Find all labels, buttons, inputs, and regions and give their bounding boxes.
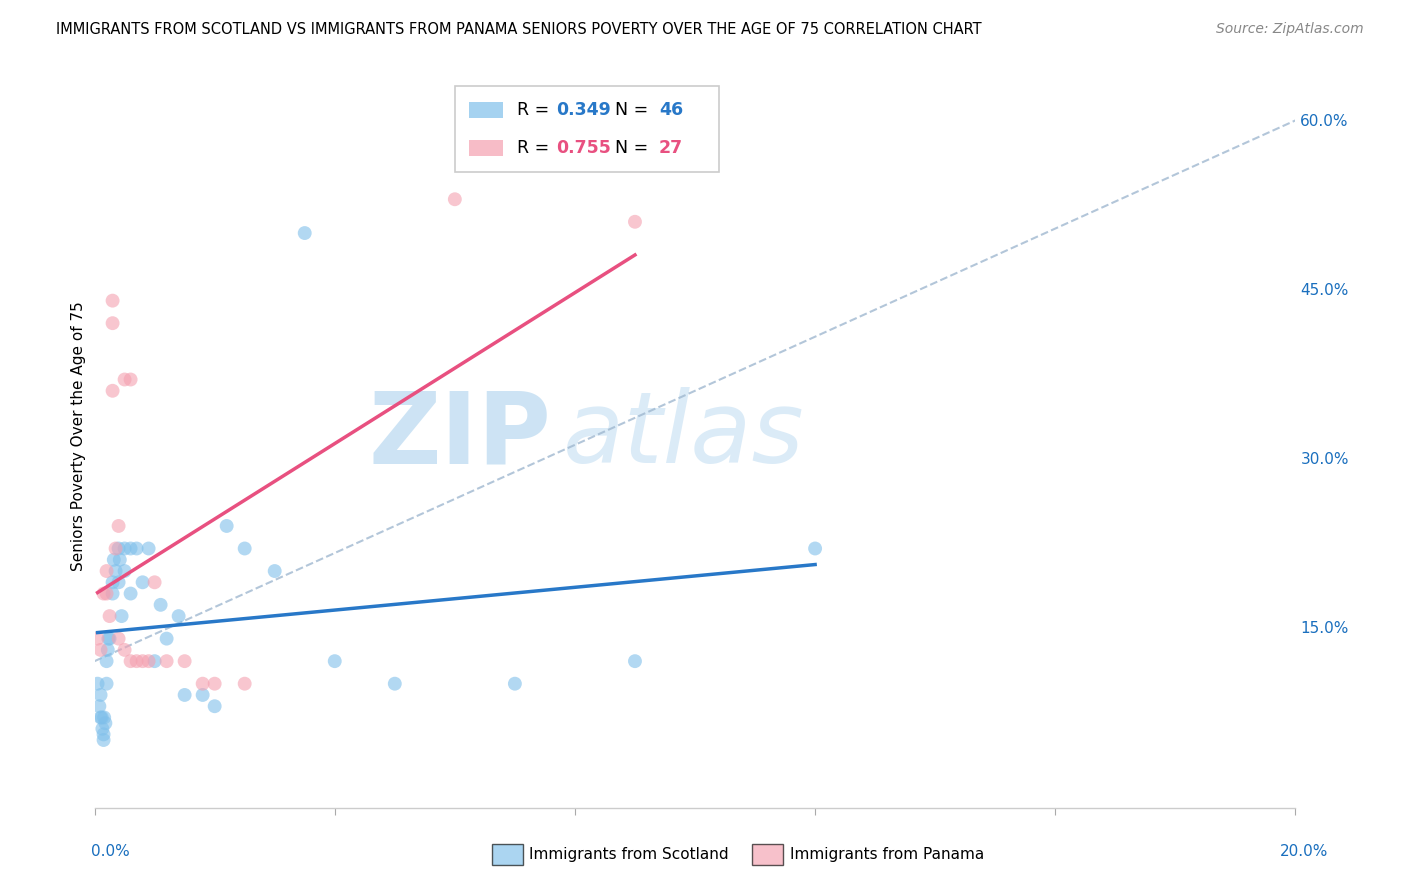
Point (120, 586, 142, 600)
Point (97, 643, 120, 657)
Point (233, 676, 256, 690)
Point (103, 553, 125, 567)
Point (114, 541, 136, 556)
Text: ZIP: ZIP (368, 387, 551, 484)
Point (173, 654, 195, 668)
Point (167, 609, 190, 624)
Text: 46: 46 (659, 102, 683, 120)
Point (97, 632, 120, 646)
Point (101, 384, 124, 398)
Point (624, 654, 647, 668)
Point (107, 575, 129, 590)
Point (91, 722, 114, 736)
Point (98, 632, 121, 646)
Point (804, 541, 827, 556)
Point (114, 564, 136, 578)
Point (107, 519, 129, 533)
Bar (470, 140, 503, 156)
Point (138, 541, 160, 556)
Point (96, 586, 118, 600)
Point (90, 710, 112, 724)
Point (143, 654, 166, 668)
Text: IMMIGRANTS FROM SCOTLAND VS IMMIGRANTS FROM PANAMA SENIORS POVERTY OVER THE AGE : IMMIGRANTS FROM SCOTLAND VS IMMIGRANTS F… (56, 22, 981, 37)
Point (93, 727, 115, 741)
Point (191, 688, 214, 702)
Point (263, 564, 285, 578)
Point (86, 676, 108, 690)
Point (90, 710, 112, 724)
Point (156, 632, 179, 646)
Point (215, 519, 238, 533)
Point (624, 215, 647, 229)
Point (131, 575, 153, 590)
Point (173, 688, 195, 702)
Point (107, 541, 129, 556)
Point (114, 372, 136, 386)
Y-axis label: Seniors Poverty Over the Age of 75: Seniors Poverty Over the Age of 75 (72, 301, 86, 571)
Bar (470, 102, 503, 119)
FancyBboxPatch shape (454, 87, 718, 172)
Point (96, 654, 118, 668)
Point (138, 654, 160, 668)
Point (120, 372, 142, 386)
Point (233, 541, 256, 556)
Point (125, 654, 148, 668)
Point (120, 541, 142, 556)
Text: N =: N = (603, 139, 654, 157)
Text: 0.0%: 0.0% (91, 845, 131, 859)
Point (131, 654, 153, 668)
Point (93, 586, 115, 600)
Text: R =: R = (517, 102, 555, 120)
Point (96, 564, 118, 578)
Point (443, 192, 465, 206)
Point (125, 541, 148, 556)
Text: 27: 27 (659, 139, 683, 157)
Point (204, 699, 226, 714)
Text: 20.0%: 20.0% (1281, 845, 1329, 859)
Point (114, 643, 136, 657)
Point (107, 632, 129, 646)
Point (86, 632, 108, 646)
Point (108, 553, 131, 567)
Text: Immigrants from Panama: Immigrants from Panama (790, 847, 984, 862)
Point (101, 586, 124, 600)
Point (143, 575, 166, 590)
Text: R =: R = (517, 139, 555, 157)
Point (93, 710, 115, 724)
Point (104, 541, 127, 556)
Point (101, 293, 124, 308)
Point (191, 676, 214, 690)
Point (96, 676, 118, 690)
Point (101, 575, 124, 590)
Point (149, 598, 172, 612)
Text: Source: ZipAtlas.com: Source: ZipAtlas.com (1216, 22, 1364, 37)
Point (101, 316, 124, 330)
Point (120, 654, 142, 668)
Point (98, 609, 121, 624)
Point (90, 688, 112, 702)
Point (384, 676, 406, 690)
Text: 0.755: 0.755 (555, 139, 610, 157)
Text: Immigrants from Scotland: Immigrants from Scotland (529, 847, 728, 862)
Text: atlas: atlas (562, 387, 804, 484)
Point (204, 676, 226, 690)
Point (93, 733, 115, 747)
Point (323, 654, 346, 668)
Text: 0.349: 0.349 (555, 102, 610, 120)
Point (104, 564, 127, 578)
Text: N =: N = (603, 102, 654, 120)
Point (110, 609, 132, 624)
Point (89, 699, 111, 714)
Point (503, 676, 526, 690)
Point (94, 716, 117, 731)
Point (90, 643, 112, 657)
Point (156, 654, 179, 668)
Point (294, 226, 316, 240)
